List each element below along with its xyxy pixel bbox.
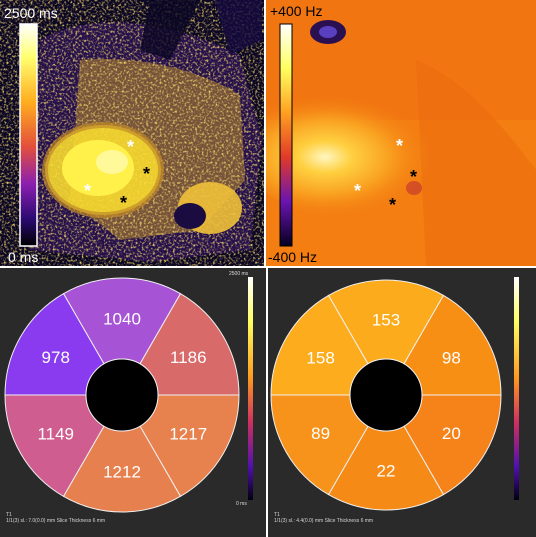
- b0-bullseye-segment-value: 89: [311, 424, 330, 443]
- t1-bullseye-footer-slice: 1/1(3) sl.: 7.0(0.0) mm Slice Thickness …: [6, 518, 106, 524]
- b0-bullseye-plot: 153 98 20 22 89 158: [270, 277, 519, 511]
- t1-bullseye-segment-value: 978: [42, 348, 70, 367]
- b0-bullseye-segment-value: 153: [372, 311, 400, 330]
- t1-bullseye-segment-value: 1217: [169, 424, 207, 443]
- t1-bullseye-center-hole: [85, 358, 159, 432]
- b0-map-image: * * * *: [266, 0, 536, 266]
- b0-bullseye-segment-value: 20: [442, 424, 461, 443]
- b0-bullseye-segment-value: 22: [377, 462, 396, 481]
- b0-bullseye-footer-series: T1: [274, 512, 280, 518]
- t1-bullseye-panel: 1040 1186 1217 1212 1149 978 2500 ms 0 ms T1 …: [0, 268, 266, 537]
- asterisk-black: *: [143, 164, 150, 184]
- b0-colorbar-min-label: -400 Hz: [268, 249, 318, 265]
- t1-map-image: * * * *: [0, 0, 264, 266]
- asterisk-black: *: [389, 195, 396, 215]
- asterisk-white: *: [396, 136, 403, 156]
- b0-bullseye-segment-value: 158: [306, 348, 334, 367]
- asterisk-black: *: [120, 193, 127, 213]
- b0-map-panel: * * * * +400 Hz -400 Hz: [266, 0, 536, 266]
- b0-bullseye-panel: 153 98 20 22 89 158 T1 1/1(3) sl.: 4.4(0.0) m…: [268, 268, 536, 537]
- t1-bullseye-footer-series: T1: [6, 512, 12, 518]
- asterisk-black: *: [410, 167, 417, 187]
- b0-bullseye-center-hole: [349, 358, 423, 432]
- b0-bullseye-segment-value: 98: [442, 348, 461, 367]
- asterisk-white: *: [84, 181, 91, 201]
- t1-map-panel: * * * * 2500 ms 0 ms: [0, 0, 264, 266]
- b0-bullseye-footer-slice: 1/1(3) sl.: 4.4(0.0) mm Slice Thickness …: [274, 518, 374, 524]
- t1-bullseye-segment-value: 1040: [103, 310, 141, 329]
- asterisk-white: *: [127, 137, 134, 157]
- t1-bullseye-segment-value: 1149: [37, 424, 74, 443]
- t1-bullseye-colorbar-min: 0 ms: [236, 501, 247, 507]
- t1-bullseye-segment-value: 1212: [103, 463, 141, 482]
- t1-bullseye-colorbar-max: 2500 ms: [229, 271, 249, 277]
- t1-bullseye-plot: 1040 1186 1217 1212 1149 978: [4, 277, 253, 513]
- asterisk-white: *: [354, 181, 361, 201]
- t1-colorbar-max-label: 2500 ms: [4, 5, 58, 21]
- t1-bullseye-segment-value: 1186: [170, 348, 207, 367]
- b0-colorbar-max-label: +400 Hz: [270, 3, 323, 19]
- t1-colorbar-min-label: 0 ms: [8, 249, 39, 265]
